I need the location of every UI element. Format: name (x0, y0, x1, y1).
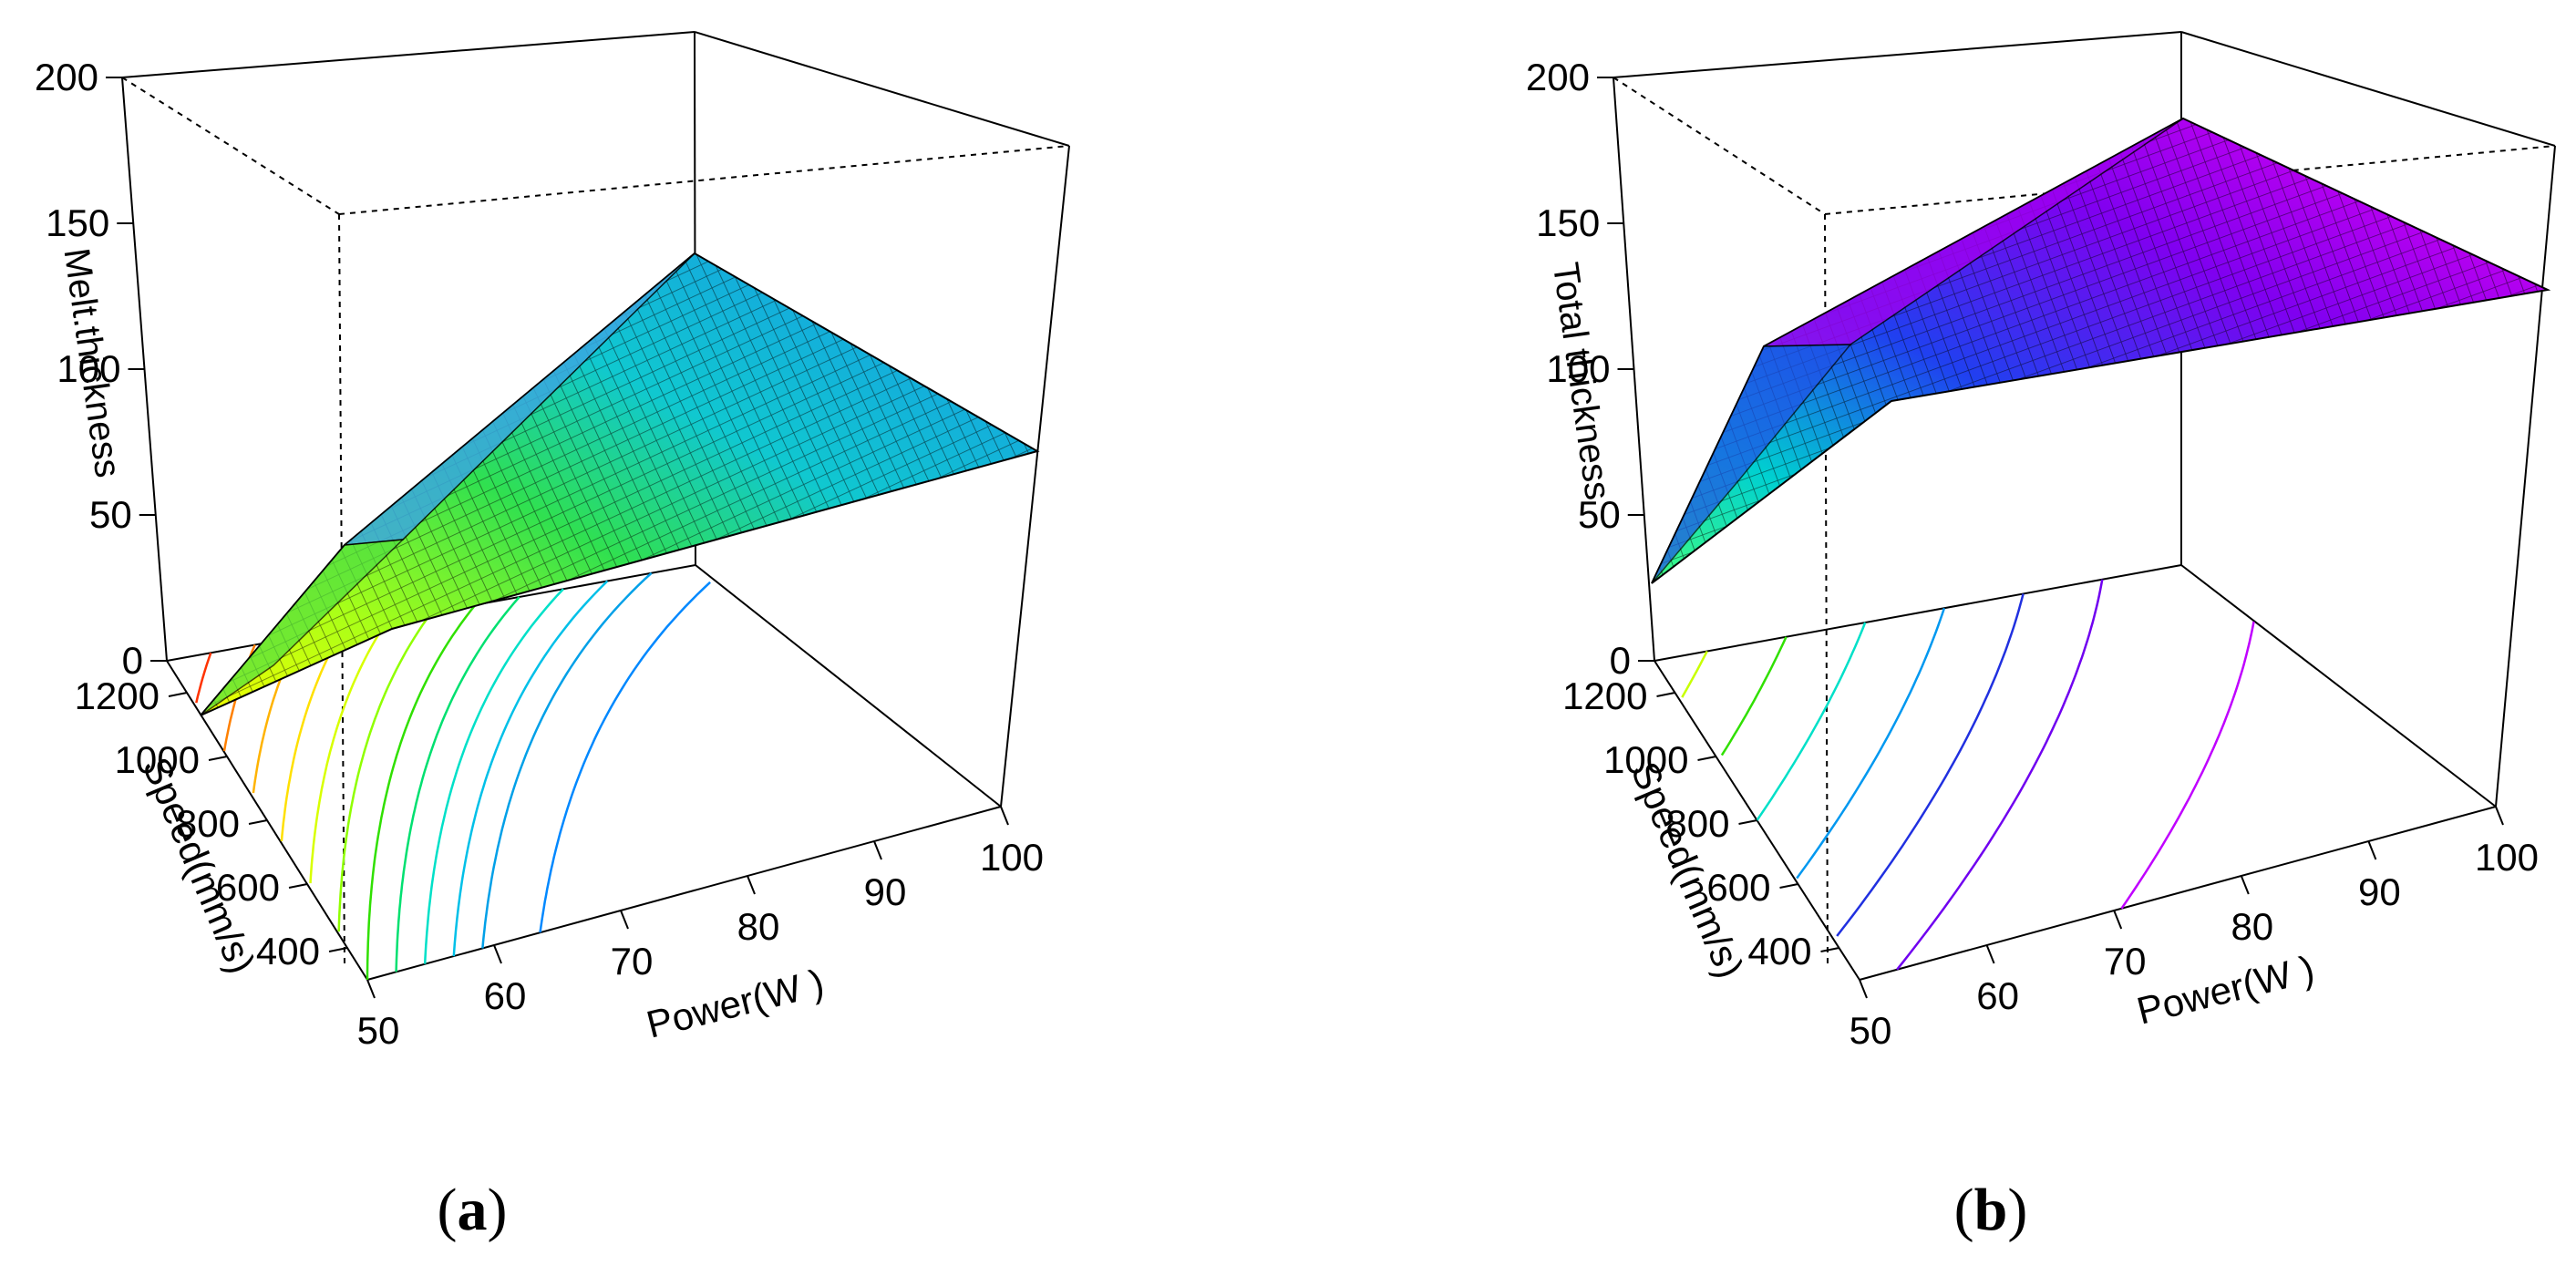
contour-line (539, 581, 711, 933)
y-tick-mark (1738, 819, 1757, 825)
y-tick-mark (1656, 692, 1675, 697)
z-tick-label: 200 (1526, 56, 1590, 98)
x-tick-mark (1985, 944, 1995, 964)
x-tick-mark (873, 840, 882, 860)
z-tick-label: 100 (57, 347, 120, 390)
x-tick-mark (2367, 840, 2377, 860)
x-tick-mark (747, 875, 756, 895)
contour-line (1796, 607, 1946, 880)
x-tick-mark (1000, 806, 1009, 826)
response-surface-b (1651, 117, 2551, 584)
contour-lines-b (1681, 579, 2255, 971)
y-tick-label: 1200 (1562, 674, 1647, 717)
z-tick-label: 100 (1546, 347, 1610, 390)
y-tick-mark (168, 692, 188, 697)
x-tick-label: 80 (737, 905, 780, 948)
z-tick-label: 0 (1610, 639, 1631, 682)
x-tick-mark (493, 944, 502, 964)
x-tick-label: 90 (864, 870, 907, 913)
z-tick-label: 150 (46, 201, 109, 244)
y-tick-mark (328, 947, 348, 952)
z-tick-label: 0 (122, 639, 143, 682)
contour-line (309, 620, 388, 884)
contour-line (1836, 593, 2025, 937)
y-tick-label: 400 (1747, 930, 1811, 972)
contour-line (2120, 621, 2255, 910)
panel-caption-b: (b) (1953, 1177, 2028, 1243)
y-tick-mark (1697, 756, 1716, 761)
contour-line (337, 612, 433, 932)
x-tick-label: 50 (1850, 1009, 1892, 1052)
y-tick-label: 800 (176, 802, 240, 845)
y-tick-label: 600 (216, 866, 280, 909)
x-tick-mark (2495, 806, 2504, 826)
x-tick-mark (2113, 910, 2123, 930)
x-tick-mark (1859, 979, 1868, 999)
y-tick-mark (1779, 883, 1798, 889)
y-tick-mark (208, 756, 228, 761)
x-tick-label: 80 (2231, 905, 2273, 948)
x-tick-label: 100 (980, 836, 1044, 879)
contour-line (1896, 579, 2104, 971)
contour-line (366, 604, 477, 980)
box-back-frame (1613, 31, 2556, 981)
z-tick-label: 150 (1536, 201, 1600, 244)
contour-line (1756, 622, 1867, 821)
x-tick-label: 90 (2358, 870, 2401, 913)
panel-caption-b-letter: b (1973, 1177, 2008, 1243)
contour-line (280, 628, 345, 842)
contour-line (481, 571, 653, 949)
response-surface-a (200, 252, 1040, 716)
panel-caption-a-letter: a (457, 1177, 488, 1243)
z-tick-label: 50 (89, 493, 132, 536)
z-tick-label: 200 (35, 56, 98, 98)
y-tick-mark (1820, 947, 1839, 952)
x-axis-title: Power(W ) (643, 961, 829, 1046)
y-tick-label: 1000 (115, 738, 200, 781)
y-tick-label: 1000 (1603, 738, 1688, 781)
y-tick-mark (248, 819, 268, 825)
x-tick-label: 60 (1976, 974, 2019, 1017)
contour-line (195, 652, 212, 704)
y-tick-label: 1200 (75, 674, 160, 717)
z-tick-label: 50 (1578, 493, 1621, 536)
x-tick-label: 60 (484, 974, 527, 1017)
contour-lines-a (195, 571, 711, 980)
x-tick-label: 70 (2104, 940, 2147, 983)
contour-line (1681, 650, 1708, 698)
contour-line (423, 588, 564, 964)
contour-line (452, 580, 609, 957)
x-tick-mark (620, 910, 629, 930)
x-tick-label: 50 (357, 1009, 400, 1052)
x-tick-mark (2240, 875, 2250, 895)
y-tick-mark (288, 883, 308, 889)
contour-line (1720, 636, 1788, 756)
y-tick-label: 600 (1706, 866, 1770, 909)
panel-caption-a: (a) (437, 1177, 508, 1243)
contour-line (395, 596, 520, 972)
x-axis-title: Power(W ) (2133, 947, 2319, 1033)
y-tick-label: 800 (1665, 802, 1729, 845)
x-tick-label: 100 (2475, 836, 2539, 879)
x-tick-label: 70 (611, 940, 654, 983)
x-tick-mark (366, 979, 376, 999)
y-tick-label: 400 (256, 930, 320, 972)
